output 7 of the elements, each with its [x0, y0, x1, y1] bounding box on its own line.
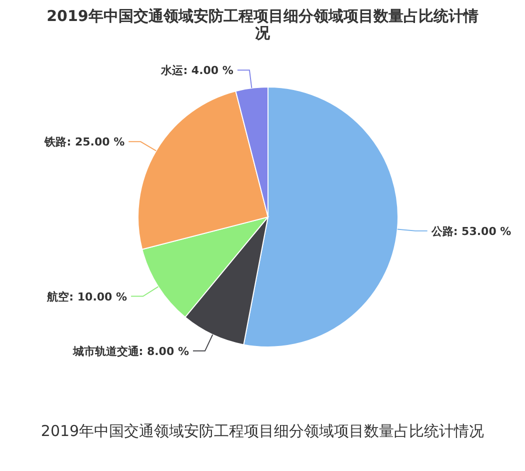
slice-label: 公路: 53.00 %	[430, 224, 512, 238]
text: 2019年中国交通领域安防工程项目细分领域项目数量占比统计情况	[40, 422, 486, 441]
chart-title: 2019年中国交通领域安防工程项目细分领域项目数量占比统计情况	[46, 7, 480, 42]
slice-label: 水运: 4.00 %	[160, 64, 234, 78]
slice-label: 航空: 10.00 %	[46, 290, 128, 304]
slice-label: 城市轨道交通: 8.00 %	[72, 344, 189, 358]
slice-label: 铁路: 25.00 %	[44, 136, 125, 149]
